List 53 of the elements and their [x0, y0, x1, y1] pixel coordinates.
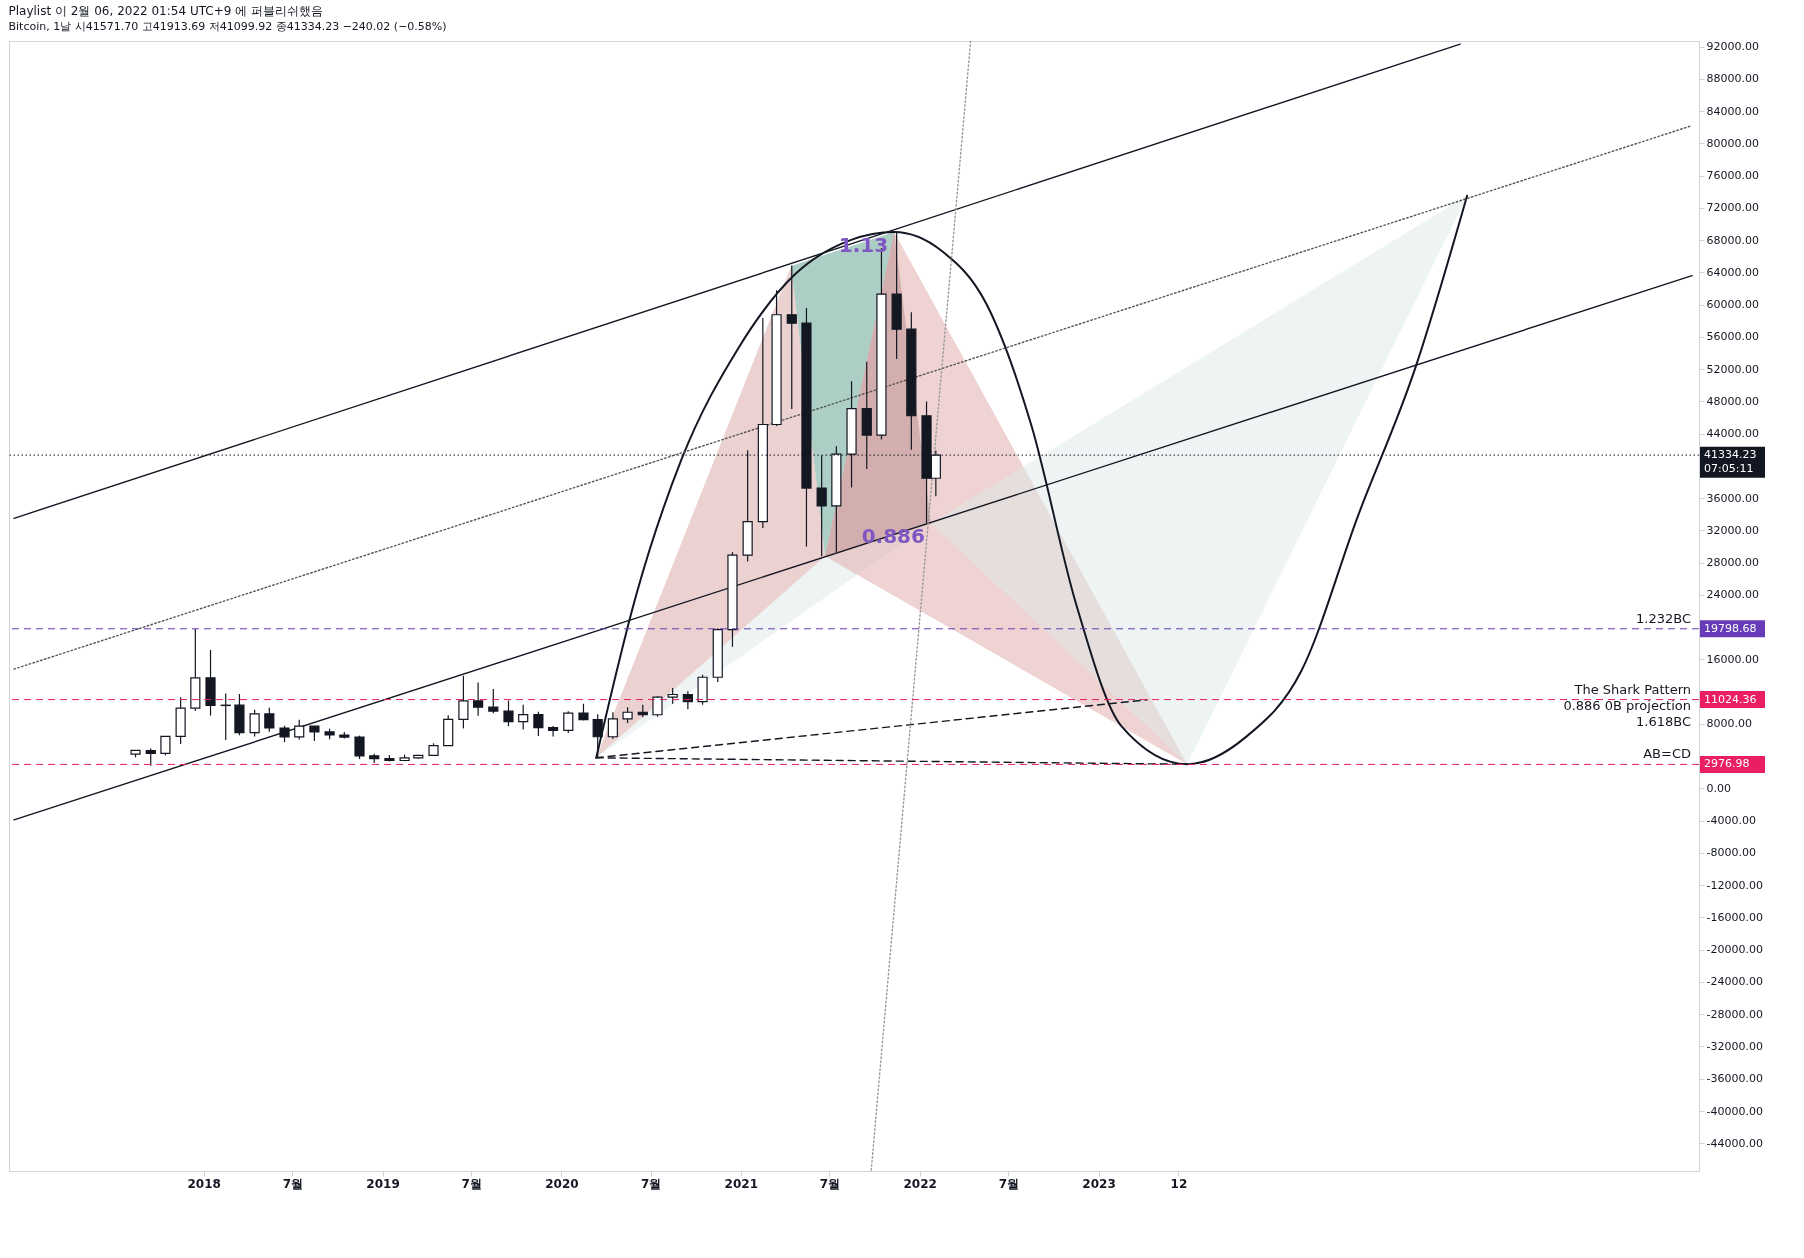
annotation: 07:05:11 — [1704, 462, 1754, 476]
chart-title: Playlist 이 2월 06, 2022 01:54 UTC+9 에 퍼블리쉬했음 — [8, 3, 323, 18]
x-tick-label: 2018 — [187, 1176, 221, 1191]
y-tick-label: 24000.00 — [1706, 588, 1759, 602]
y-tick-label: 64000.00 — [1706, 265, 1759, 279]
x-tick-label: 7월 — [461, 1176, 482, 1191]
x-tick-label: 2019 — [366, 1176, 400, 1191]
y-tick-label: 48000.00 — [1706, 394, 1759, 408]
y-tick-label: 28000.00 — [1706, 556, 1759, 570]
y-tick-label: -4000.00 — [1706, 814, 1756, 828]
x-tick-label: 7월 — [640, 1176, 662, 1191]
y-tick-label: 60000.00 — [1706, 298, 1759, 312]
y-tick-label: 92000.00 — [1706, 40, 1759, 54]
y-tick-label: 76000.00 — [1706, 169, 1759, 183]
annotation: 11024.36 — [1704, 692, 1757, 706]
y-tick-label: 88000.00 — [1706, 72, 1759, 86]
y-tick-label: -28000.00 — [1706, 1007, 1763, 1021]
ref-line-label: AB=CD — [1643, 746, 1691, 762]
x-tick-label: 7월 — [819, 1176, 841, 1191]
ref-line-label: The Shark Pattern 0.886 0B projection 1.618BC — [1563, 681, 1691, 729]
x-tick-label: 2022 — [903, 1176, 937, 1191]
y-tick-label: 16000.00 — [1706, 652, 1759, 666]
y-tick-label: 0.00 — [1706, 781, 1731, 795]
y-tick-label: 44000.00 — [1706, 427, 1759, 441]
y-tick-label: 84000.00 — [1706, 104, 1759, 118]
y-tick-label: 56000.00 — [1706, 330, 1759, 344]
x-tick-label: 2020 — [545, 1176, 579, 1191]
y-tick-label: -8000.00 — [1706, 846, 1756, 860]
x-tick-label: 12 — [1170, 1176, 1188, 1191]
x-tick-label: 7월 — [282, 1176, 304, 1191]
y-tick-label: 72000.00 — [1706, 201, 1759, 215]
x-tick-label: 2021 — [724, 1176, 758, 1191]
x-tick-label: 7월 — [998, 1176, 1020, 1191]
y-tick-label: 52000.00 — [1706, 362, 1759, 376]
chart-subtitle: Bitcoin, 1날 시41571.70 고41913.69 저41099.92 종41334.23 −240.02 (−0.58%) — [8, 19, 447, 33]
x-tick-label: 2023 — [1082, 1176, 1116, 1191]
y-tick-label: 80000.00 — [1706, 136, 1759, 150]
annotation: 41334.23 — [1704, 448, 1757, 462]
y-tick-label: -32000.00 — [1706, 1039, 1763, 1053]
y-tick-label: -44000.00 — [1706, 1136, 1763, 1150]
y-tick-label: -16000.00 — [1706, 910, 1763, 924]
ref-line-label: 1.232BC — [1636, 610, 1691, 626]
y-tick-label: 36000.00 — [1706, 491, 1759, 505]
y-tick-label: -20000.00 — [1706, 943, 1763, 957]
y-tick-label: 68000.00 — [1706, 233, 1759, 247]
annotation: 19798.68 — [1704, 621, 1757, 635]
annotation: 2976.98 — [1704, 757, 1750, 771]
y-tick-label: 32000.00 — [1706, 523, 1759, 537]
y-tick-label: -40000.00 — [1706, 1104, 1763, 1118]
y-tick-label: -36000.00 — [1706, 1072, 1763, 1086]
y-tick-label: -12000.00 — [1706, 878, 1763, 892]
y-tick-label: 8000.00 — [1706, 717, 1752, 731]
y-tick-label: -24000.00 — [1706, 975, 1763, 989]
